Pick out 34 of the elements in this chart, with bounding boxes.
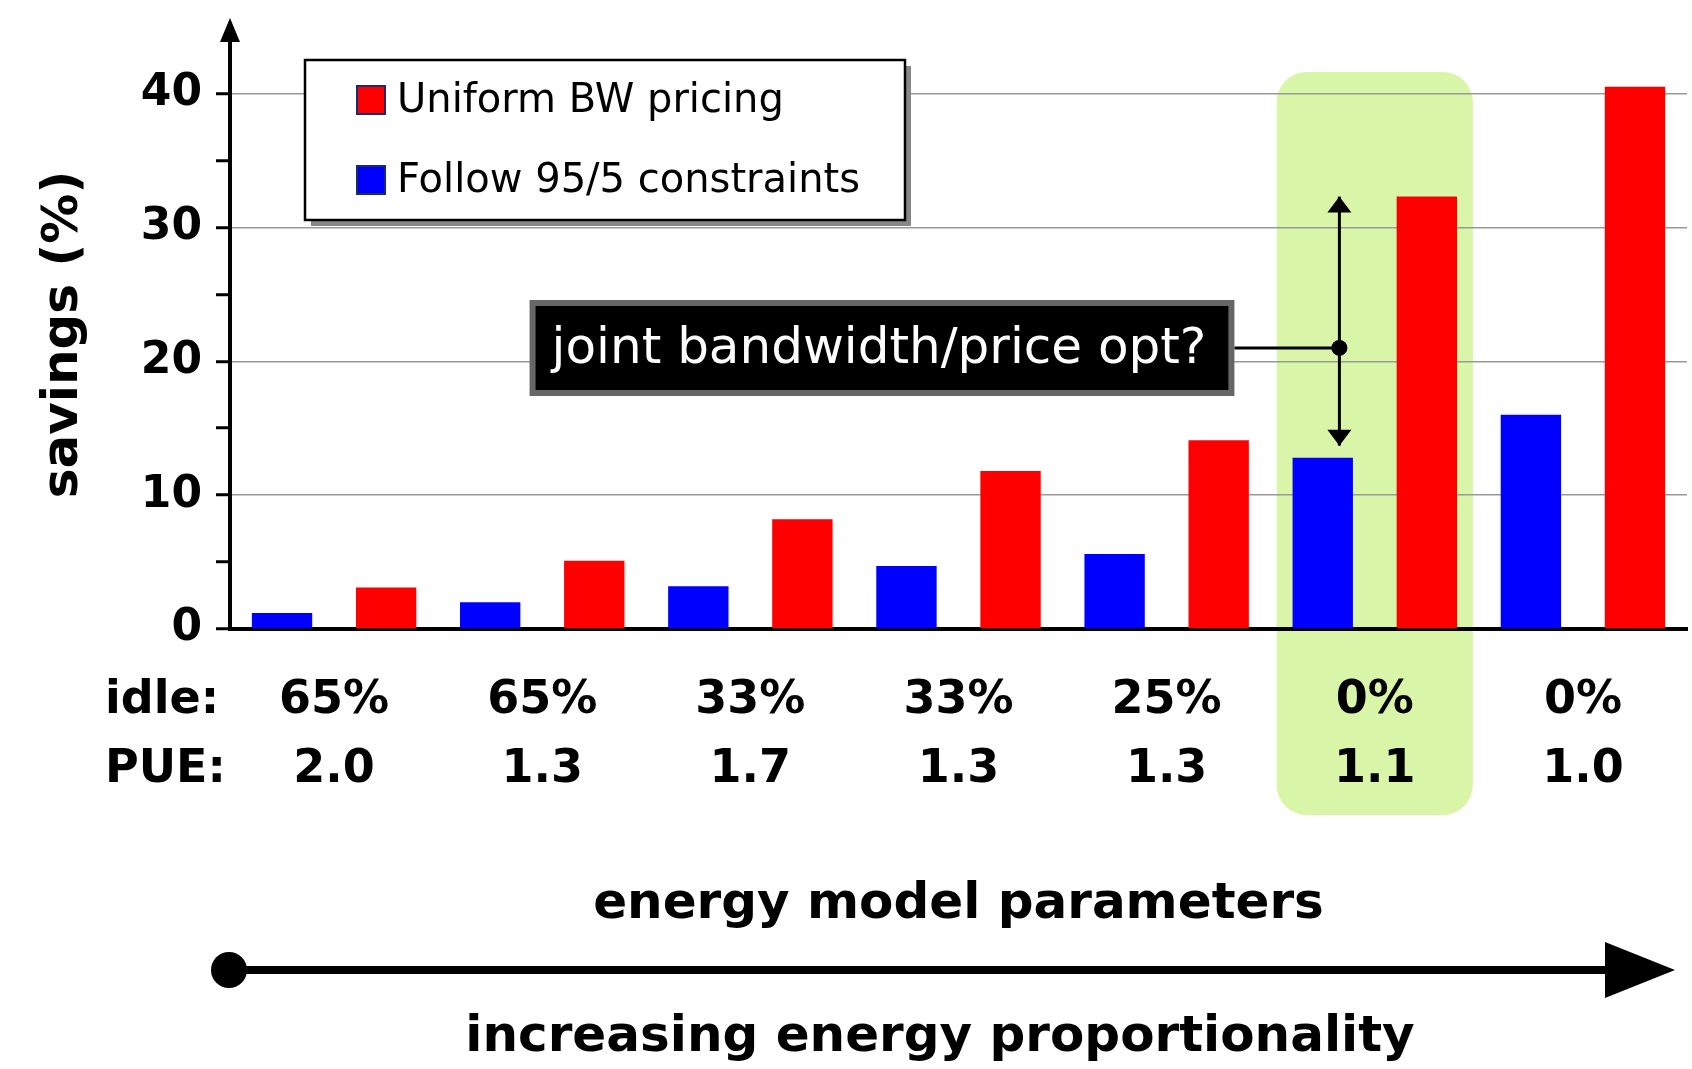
x-tick-label: 65% 2.0 bbox=[279, 670, 390, 794]
bar bbox=[1604, 86, 1666, 629]
y-tick-label: 40 bbox=[140, 63, 202, 115]
bar bbox=[355, 587, 417, 629]
y-tick-label: 30 bbox=[140, 197, 202, 249]
text: idle: bbox=[105, 670, 220, 725]
legend-label: Follow 95/5 constraints bbox=[397, 155, 861, 202]
bar bbox=[1292, 457, 1353, 629]
bar bbox=[668, 586, 729, 629]
bar bbox=[1188, 440, 1249, 629]
bar bbox=[564, 560, 625, 629]
y-tick-label: 20 bbox=[140, 331, 202, 383]
bar bbox=[876, 566, 937, 629]
x-tick-label: 0% 1.1 bbox=[1334, 670, 1416, 794]
bar bbox=[1500, 414, 1562, 629]
bar bbox=[772, 519, 833, 629]
x-tick-label: 33% 1.7 bbox=[695, 670, 806, 794]
annotation: joint bandwidth/price opt? bbox=[550, 316, 1207, 375]
y-axis-title: savings (%) bbox=[30, 170, 89, 499]
bar bbox=[460, 602, 521, 629]
x-tick-label: 65% 1.3 bbox=[487, 670, 598, 794]
x-tick-label: 0% 1.0 bbox=[1542, 670, 1624, 794]
legend-label: Uniform BW pricing bbox=[397, 75, 784, 122]
x-axis-title: energy model parameters bbox=[593, 871, 1324, 930]
x-tick-label: 25% 1.3 bbox=[1111, 670, 1222, 794]
bar bbox=[980, 471, 1041, 629]
text: PUE: bbox=[105, 739, 226, 794]
y-tick-label: 10 bbox=[140, 465, 202, 517]
text: increasing energy proportionality bbox=[465, 1004, 1415, 1063]
bar bbox=[1396, 196, 1457, 629]
bar bbox=[251, 612, 313, 629]
bar bbox=[1084, 554, 1145, 629]
x-tick-label: 33% 1.3 bbox=[903, 670, 1014, 794]
y-tick-label: 0 bbox=[171, 599, 202, 651]
